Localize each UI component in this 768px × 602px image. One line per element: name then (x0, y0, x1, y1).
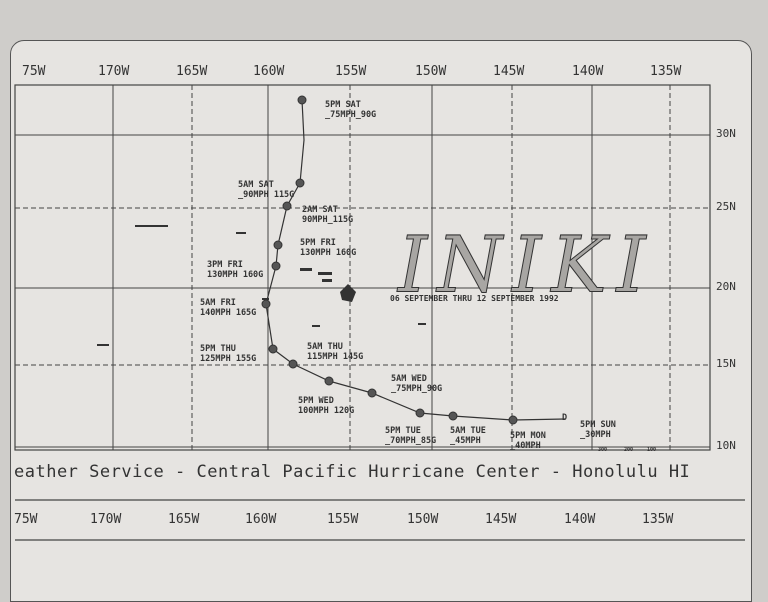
track-point-label: 5AM FRI 140MPH 165G (200, 298, 256, 318)
track-point-label: 5AM TUE _45MPH (450, 426, 486, 446)
track-wind: 130MPH 160G (207, 270, 264, 280)
track-time: 5AM WED (391, 374, 427, 384)
track-time: 5PM WED (298, 396, 334, 406)
longitude-label: 170W (90, 512, 122, 527)
longitude-label: 75W (14, 512, 38, 527)
track-time: 5AM SAT (238, 180, 274, 190)
track-point-label: 5AM WED _75MPH_90G (391, 374, 442, 394)
longitude-label: 150W (415, 64, 447, 79)
track-time: 3PM FRI (207, 260, 243, 270)
latitude-label: 10N (716, 439, 736, 452)
track-wind: _30MPH (580, 430, 611, 440)
hurricane-symbol-icon (273, 240, 283, 250)
track-wind: _75MPH_90G (391, 384, 443, 394)
scale-label: 300 (598, 447, 608, 453)
longitude-label: 150W (407, 512, 439, 527)
track-time: 2AM SAT (302, 205, 338, 215)
longitude-label: 170W (98, 64, 130, 79)
track-wind: _45MPH (450, 436, 481, 446)
hurricane-symbol-icon (282, 201, 292, 211)
track-time: 5PM SUN (580, 420, 616, 430)
latitude-label: 25N (716, 200, 736, 213)
storm-name-title: INIKI (398, 219, 656, 311)
longitude-label: 165W (176, 64, 208, 79)
track-time: 5AM FRI (200, 298, 236, 308)
longitude-label: 145W (493, 64, 525, 79)
longitude-label: 140W (572, 64, 604, 79)
longitude-label: 155W (327, 512, 359, 527)
track-point-label: 5PM TUE _70MPH_85G (385, 426, 436, 446)
scale-label: 100 (647, 447, 657, 453)
track-wind: 100MPH 120G (298, 406, 355, 416)
longitude-label: 140W (564, 512, 596, 527)
date-range-subtitle: 06 SEPTEMBER THRU 12 SEPTEMBER 1992 (390, 294, 559, 303)
hurricane-symbol-icon (271, 261, 281, 271)
longitude-label: 160W (253, 64, 285, 79)
track-point-label: 5PM THU 125MPH 155G (200, 344, 256, 364)
scale-label: 200 (624, 447, 634, 453)
longitude-label: 165W (168, 512, 200, 527)
longitude-label: 145W (485, 512, 517, 527)
hurricane-symbol-icon (508, 415, 518, 425)
track-time: 5PM THU (200, 344, 236, 354)
hurricane-symbol-icon (261, 299, 271, 309)
longitude-label: 155W (335, 64, 367, 79)
longitude-label: 135W (642, 512, 674, 527)
track-point-label: 5AM SAT _90MPH 115G (238, 180, 294, 200)
track-time: 5AM TUE (450, 426, 486, 436)
hurricane-symbol-icon (268, 344, 278, 354)
track-wind: _40MPH (510, 441, 541, 451)
hurricane-symbol-icon (288, 359, 298, 369)
longitude-label: 135W (650, 64, 682, 79)
latitude-label: 15N (716, 357, 736, 370)
hurricane-symbol-icon (367, 388, 377, 398)
track-point-label: 3PM FRI 130MPH 160G (207, 260, 263, 280)
track-time: 5PM FRI (300, 238, 336, 248)
track-time: 5AM THU (307, 342, 343, 352)
track-time: 5PM TUE (385, 426, 421, 436)
track-point-label: 5PM SAT _75MPH_90G (325, 100, 376, 120)
footer-credit: eather Service - Central Pacific Hurrica… (14, 462, 691, 482)
track-wind: 125MPH 155G (200, 354, 257, 364)
track-wind: 140MPH 165G (200, 308, 257, 318)
longitude-label: 75W (22, 64, 46, 79)
track-wind: 130MPH 160G (300, 248, 357, 258)
origin-marker: D (562, 413, 568, 423)
latitude-label: 20N (716, 280, 736, 293)
longitude-label: 160W (245, 512, 277, 527)
track-point-label: 5PM FRI 130MPH 160G (300, 238, 356, 258)
track-point-label: 5AM THU 115MPH 145G (307, 342, 363, 362)
map-frame (14, 84, 711, 451)
track-time: 5PM MON (510, 431, 546, 441)
hurricane-symbol-icon (448, 411, 458, 421)
map-sheet (10, 40, 752, 602)
track-wind: 90MPH_115G (302, 215, 354, 225)
track-point-label: 5PM SUN _30MPH (580, 420, 616, 440)
hurricane-symbol-icon (415, 408, 425, 418)
track-time: 5PM SAT (325, 100, 361, 110)
track-point-label: 5PM MON _40MPH (510, 431, 546, 451)
track-point-label: 5PM WED 100MPH 120G (298, 396, 354, 416)
latitude-label: 30N (716, 127, 736, 140)
track-wind: 115MPH 145G (307, 352, 364, 362)
big-island (340, 284, 356, 302)
hurricane-symbol-icon (297, 95, 307, 105)
hurricane-symbol-icon (324, 376, 334, 386)
islands (97, 225, 426, 346)
track-wind: _70MPH_85G (385, 436, 437, 446)
track-wind: _75MPH_90G (325, 110, 377, 120)
track-point-label: 2AM SAT 90MPH_115G (302, 205, 353, 225)
hurricane-symbol-icon (295, 178, 305, 188)
track-wind: _90MPH 115G (238, 190, 295, 200)
